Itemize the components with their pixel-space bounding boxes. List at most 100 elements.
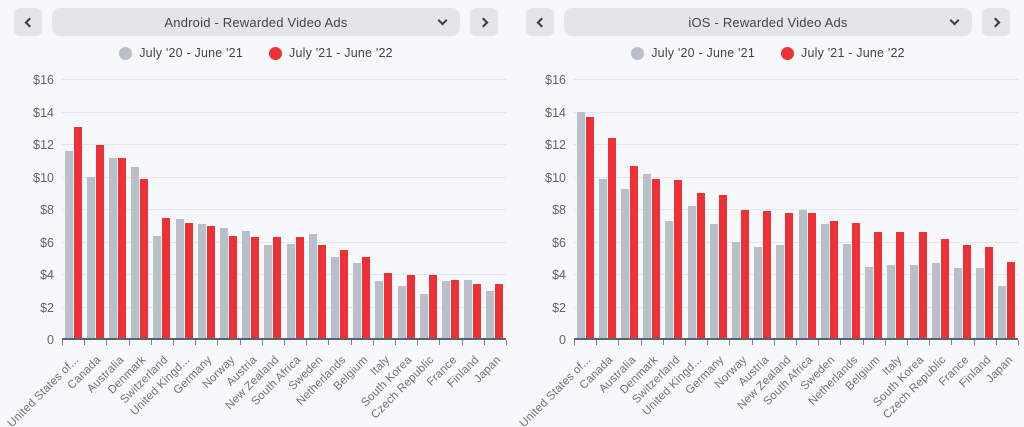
bar-series0[interactable] <box>153 235 162 338</box>
bar-series1[interactable] <box>696 193 705 338</box>
chart-selector-dropdown[interactable]: Android - Rewarded Video Ads <box>52 8 460 36</box>
bar-series1[interactable] <box>585 117 594 338</box>
bar-series1[interactable] <box>428 274 437 338</box>
bar-series1[interactable] <box>451 279 460 338</box>
bar-series1[interactable] <box>874 232 883 338</box>
bar-series1[interactable] <box>652 178 661 338</box>
bar-series0[interactable] <box>197 224 206 338</box>
chart-selector-dropdown[interactable]: iOS - Rewarded Video Ads <box>564 8 972 36</box>
gridline <box>574 144 1018 145</box>
bar-series1[interactable] <box>852 222 861 338</box>
bar-series1[interactable] <box>162 217 171 338</box>
bar-series0[interactable] <box>976 268 985 338</box>
bar-series0[interactable] <box>464 279 473 338</box>
bar-series0[interactable] <box>375 281 384 338</box>
bar-series0[interactable] <box>419 294 428 338</box>
bar-series0[interactable] <box>264 245 273 338</box>
bar-series1[interactable] <box>807 212 816 338</box>
bar-group <box>284 80 306 338</box>
bar-series1[interactable] <box>495 284 504 338</box>
bar-series1[interactable] <box>317 245 326 338</box>
prev-chart-button[interactable] <box>14 8 42 36</box>
bar-series0[interactable] <box>286 243 295 338</box>
chevron-down-icon <box>437 15 448 26</box>
bar-series1[interactable] <box>184 222 193 338</box>
bar-series0[interactable] <box>687 206 696 338</box>
bar-series0[interactable] <box>776 245 785 338</box>
bar-series0[interactable] <box>865 266 874 338</box>
bar-series0[interactable] <box>353 263 362 338</box>
bar-series1[interactable] <box>273 237 282 338</box>
bar-series1[interactable] <box>630 165 638 338</box>
bar-series1[interactable] <box>95 144 104 338</box>
bar-series1[interactable] <box>741 209 750 338</box>
bar-series0[interactable] <box>220 227 229 338</box>
bar-series0[interactable] <box>643 173 652 338</box>
bar-series0[interactable] <box>798 209 807 338</box>
bar-series1[interactable] <box>918 232 927 338</box>
y-axis-tick-label: $12 <box>545 138 566 152</box>
bar-series0[interactable] <box>843 243 852 338</box>
bar-series1[interactable] <box>206 225 215 338</box>
bar-series1[interactable] <box>985 247 994 338</box>
y-axis-tick-label: $14 <box>545 105 566 120</box>
bar-series0[interactable] <box>820 224 829 338</box>
bar-group <box>951 80 973 338</box>
bar-series1[interactable] <box>251 237 260 338</box>
bar-series0[interactable] <box>754 247 763 338</box>
legend-dot-gray <box>119 46 133 60</box>
bar-series0[interactable] <box>909 264 918 338</box>
bar-series1[interactable] <box>763 211 772 338</box>
axis-tick <box>150 340 152 345</box>
bar-series1[interactable] <box>718 195 727 338</box>
bar-series0[interactable] <box>621 188 629 338</box>
bar-series1[interactable] <box>118 157 126 338</box>
bar-series0[interactable] <box>598 178 607 338</box>
bar-series0[interactable] <box>397 286 406 338</box>
next-chart-button[interactable] <box>982 8 1010 36</box>
bar-series1[interactable] <box>384 273 393 338</box>
bar-series1[interactable] <box>940 238 949 338</box>
axis-tick <box>929 340 931 345</box>
bar-series0[interactable] <box>331 256 340 338</box>
bar-series0[interactable] <box>931 263 940 338</box>
bar-series0[interactable] <box>887 264 896 338</box>
bar-series0[interactable] <box>175 219 184 338</box>
bar-series0[interactable] <box>665 221 674 338</box>
bar-series0[interactable] <box>576 112 585 338</box>
bar-series1[interactable] <box>785 212 794 338</box>
bar-series1[interactable] <box>73 126 82 338</box>
bar-series1[interactable] <box>607 138 616 338</box>
bar-series1[interactable] <box>674 180 683 338</box>
bar-series0[interactable] <box>109 157 117 338</box>
bar-series0[interactable] <box>954 268 963 338</box>
bar-series1[interactable] <box>896 232 905 338</box>
bar-series1[interactable] <box>340 250 349 338</box>
bar-series0[interactable] <box>86 177 95 338</box>
bar-series1[interactable] <box>295 237 304 338</box>
bar-series0[interactable] <box>64 151 73 338</box>
bar-series0[interactable] <box>442 281 451 338</box>
bar-series1[interactable] <box>140 178 149 338</box>
bar-series0[interactable] <box>486 290 495 338</box>
bar-group <box>996 80 1018 338</box>
bar-series0[interactable] <box>709 224 718 338</box>
bar-series1[interactable] <box>473 284 482 338</box>
bar-series1[interactable] <box>229 235 238 338</box>
next-chart-button[interactable] <box>470 8 498 36</box>
bar-series1[interactable] <box>362 256 371 338</box>
bar-series1[interactable] <box>963 245 972 338</box>
bar-series1[interactable] <box>1007 261 1016 338</box>
bar-series0[interactable] <box>242 230 251 338</box>
y-axis-tick-label: $2 <box>40 300 54 315</box>
bar-series0[interactable] <box>131 167 140 338</box>
bar-series0[interactable] <box>308 234 317 338</box>
bar-series1[interactable] <box>406 274 415 338</box>
bar-series0[interactable] <box>998 286 1007 338</box>
prev-chart-button[interactable] <box>526 8 554 36</box>
bar-series0[interactable] <box>732 242 741 338</box>
bar-group <box>796 80 818 338</box>
bar-group <box>395 80 417 338</box>
axis-tick <box>951 340 953 345</box>
bar-series1[interactable] <box>829 221 838 338</box>
